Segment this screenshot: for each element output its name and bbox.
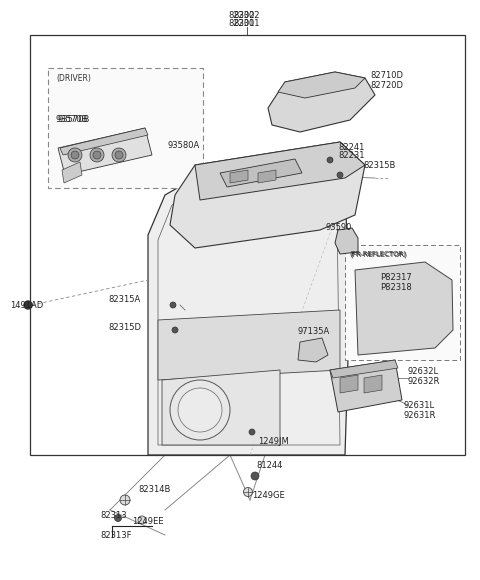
Polygon shape (158, 310, 340, 380)
Text: 1249GE: 1249GE (252, 491, 285, 501)
Text: 82313F: 82313F (100, 531, 132, 539)
Text: (DRIVER): (DRIVER) (56, 74, 91, 82)
Text: 1491AD: 1491AD (10, 300, 43, 310)
Polygon shape (58, 128, 152, 175)
Bar (48, 68, 203, 188)
Text: 82314B: 82314B (138, 485, 170, 495)
Polygon shape (258, 170, 276, 183)
Circle shape (337, 172, 343, 178)
Circle shape (170, 380, 230, 440)
Polygon shape (355, 262, 453, 355)
Text: 82315B: 82315B (363, 161, 396, 169)
Text: 93590: 93590 (325, 223, 351, 233)
Text: P82318: P82318 (380, 284, 412, 292)
Polygon shape (60, 128, 148, 155)
Polygon shape (148, 148, 350, 455)
Circle shape (249, 429, 255, 435)
Polygon shape (278, 72, 365, 98)
Polygon shape (268, 72, 375, 132)
Polygon shape (330, 360, 402, 412)
Text: 82315D: 82315D (108, 324, 141, 332)
Circle shape (251, 472, 259, 480)
Text: 93580A: 93580A (168, 140, 200, 150)
Circle shape (90, 148, 104, 162)
Polygon shape (330, 360, 398, 378)
Text: 1249EE: 1249EE (132, 517, 164, 527)
Text: 82315A: 82315A (108, 295, 140, 305)
Circle shape (24, 301, 32, 309)
Text: 82710D: 82710D (370, 71, 403, 81)
Text: 92631L: 92631L (404, 401, 435, 409)
Text: 82302: 82302 (229, 10, 255, 20)
Text: 93570B: 93570B (55, 114, 87, 124)
Circle shape (120, 495, 130, 505)
Text: 81244: 81244 (256, 461, 282, 469)
Polygon shape (170, 142, 365, 248)
Circle shape (115, 514, 121, 521)
Text: 82301: 82301 (229, 20, 255, 28)
Text: 82313: 82313 (100, 512, 127, 520)
Polygon shape (62, 162, 82, 183)
Circle shape (115, 151, 123, 159)
Text: 92632R: 92632R (408, 376, 440, 386)
Circle shape (243, 488, 252, 496)
Polygon shape (364, 375, 382, 393)
Text: (FR-REFLECTOR): (FR-REFLECTOR) (350, 252, 407, 258)
Text: 82241: 82241 (338, 143, 364, 151)
Circle shape (93, 151, 101, 159)
Text: 82301: 82301 (234, 20, 260, 28)
Circle shape (68, 148, 82, 162)
Bar (345, 245, 460, 360)
Circle shape (112, 148, 126, 162)
Text: 92632L: 92632L (408, 368, 439, 376)
Text: 82231: 82231 (338, 151, 364, 161)
Text: 93570B: 93570B (58, 114, 90, 124)
Circle shape (172, 327, 178, 333)
Text: 82302: 82302 (234, 10, 260, 20)
Polygon shape (220, 159, 302, 187)
Circle shape (71, 151, 79, 159)
Polygon shape (335, 228, 358, 254)
Text: P82317: P82317 (380, 274, 412, 282)
Text: 1249JM: 1249JM (258, 437, 289, 447)
Text: 92631R: 92631R (404, 411, 436, 419)
Text: 82720D: 82720D (370, 81, 403, 89)
Circle shape (170, 302, 176, 308)
Circle shape (178, 388, 222, 432)
Circle shape (138, 516, 146, 524)
Polygon shape (230, 170, 248, 183)
Polygon shape (340, 375, 358, 393)
Polygon shape (298, 338, 328, 362)
Polygon shape (162, 370, 280, 445)
Text: 97135A: 97135A (298, 328, 330, 336)
Text: (FR-REFLECTOR): (FR-REFLECTOR) (349, 251, 406, 258)
Circle shape (327, 157, 333, 163)
Polygon shape (195, 142, 365, 200)
Bar (30, 35, 465, 455)
